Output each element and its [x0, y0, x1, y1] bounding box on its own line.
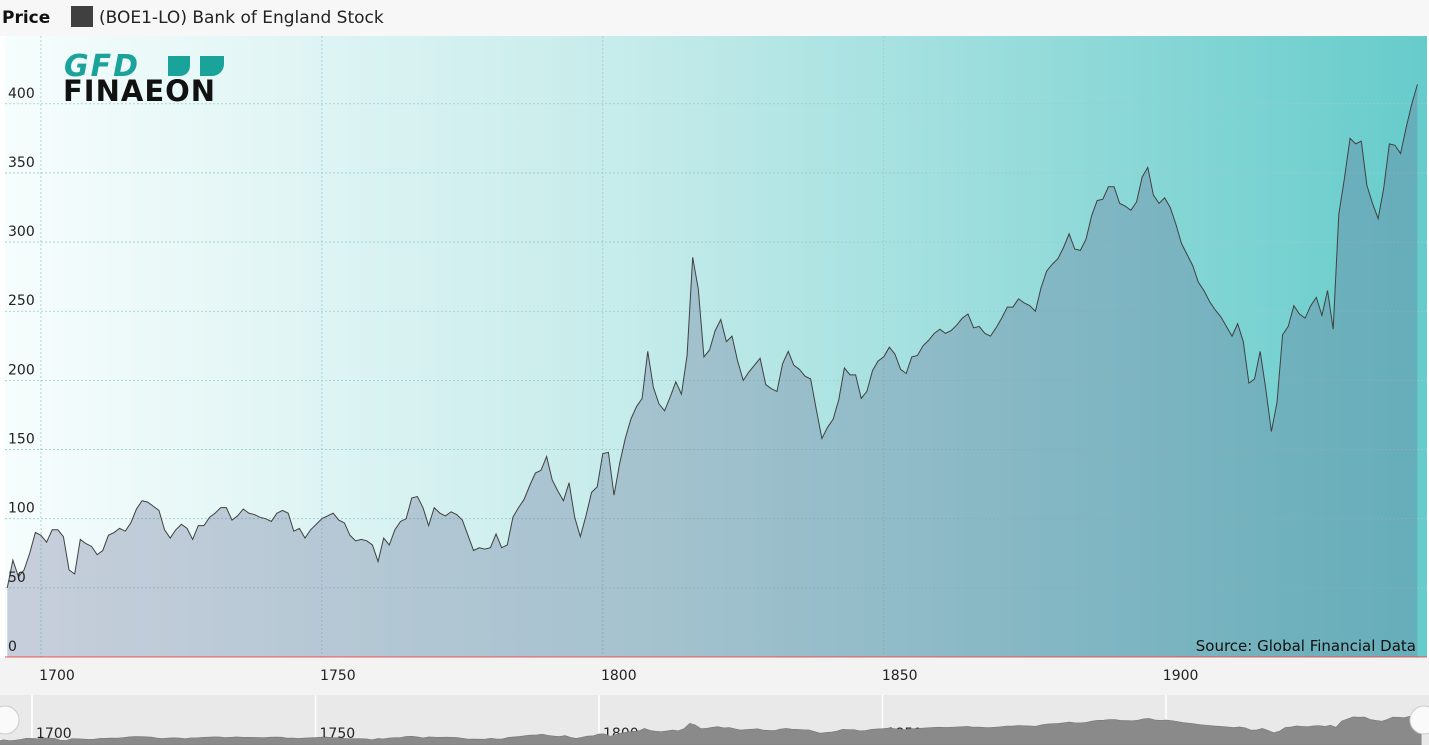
header-bar	[0, 0, 1429, 36]
logo-top: GFD	[64, 49, 140, 84]
x-tick-label: 1750	[320, 668, 356, 684]
y-tick-label: 50	[8, 570, 26, 586]
logo: GFD FINAEON	[63, 49, 224, 108]
y-tick-label: 0	[8, 639, 17, 655]
source-note: Source: Global Financial Data	[1196, 637, 1416, 655]
x-tick-label: 1800	[601, 668, 637, 684]
logo-leaves	[168, 56, 224, 76]
y-tick-label: 250	[8, 293, 35, 309]
y-tick-label: 300	[8, 224, 35, 240]
y-tick-label: 100	[8, 501, 35, 517]
legend-label[interactable]: (BOE1-LO) Bank of England Stock	[99, 8, 384, 28]
navigator-area	[0, 713, 1422, 745]
logo-bottom: FINAEON	[63, 74, 216, 108]
x-tick-label: 1900	[1163, 668, 1199, 684]
navigator-handle-left[interactable]	[0, 705, 20, 735]
x-tick-label: 1700	[39, 668, 75, 684]
plot-background	[5, 36, 1427, 657]
x-tick-label: 1850	[882, 668, 918, 684]
navigator-handle-right[interactable]	[1409, 705, 1429, 735]
y-tick-label: 350	[8, 155, 35, 171]
panel-title: Price	[2, 8, 50, 28]
x-axis-band	[0, 658, 1429, 695]
y-tick-label: 150	[8, 432, 35, 448]
legend-swatch[interactable]	[71, 6, 93, 27]
series-line	[6, 84, 1418, 588]
y-tick-label: 400	[8, 86, 35, 102]
series-area	[7, 84, 1418, 657]
y-tick-label: 200	[8, 362, 35, 378]
